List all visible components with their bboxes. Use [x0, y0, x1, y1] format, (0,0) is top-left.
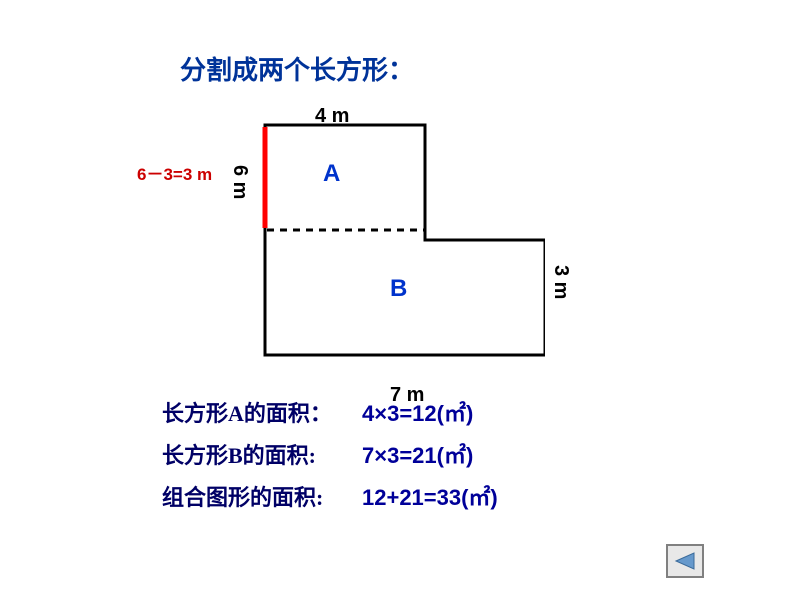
geometry-diagram: 4 m 7 m 6 m 3 m 6－3=3 m A B [255, 115, 545, 375]
equation-total: 组合图形的面积: 12+21=33(㎡) [162, 480, 498, 512]
equations-block: 长方形A的面积： 4×3=12(㎡) 长方形B的面积: 7×3=21(㎡) 组合… [162, 396, 498, 522]
l-shape-svg [255, 115, 545, 375]
dimension-right: 3 m [549, 265, 572, 299]
area-a-label: 长方形A的面积： [162, 396, 362, 428]
page-title: 分割成两个长方形： [180, 50, 414, 87]
calculation-label: 6－3=3 m [137, 160, 212, 185]
area-b-label: 长方形B的面积: [162, 438, 362, 470]
equation-area-b: 长方形B的面积: 7×3=21(㎡) [162, 438, 498, 470]
l-shape-outline [265, 125, 545, 355]
area-b-value: 7×3=21(㎡) [362, 438, 473, 470]
triangle-left-icon [674, 551, 696, 571]
dimension-left: 6 m [228, 165, 251, 199]
area-a-value: 4×3=12(㎡) [362, 396, 473, 428]
region-b-label: B [390, 275, 407, 303]
region-a-label: A [323, 160, 340, 188]
total-label: 组合图形的面积: [162, 480, 362, 512]
dimension-top: 4 m [315, 105, 349, 128]
equation-area-a: 长方形A的面积： 4×3=12(㎡) [162, 396, 498, 428]
nav-back-button[interactable] [666, 544, 704, 578]
total-value: 12+21=33(㎡) [362, 480, 498, 512]
